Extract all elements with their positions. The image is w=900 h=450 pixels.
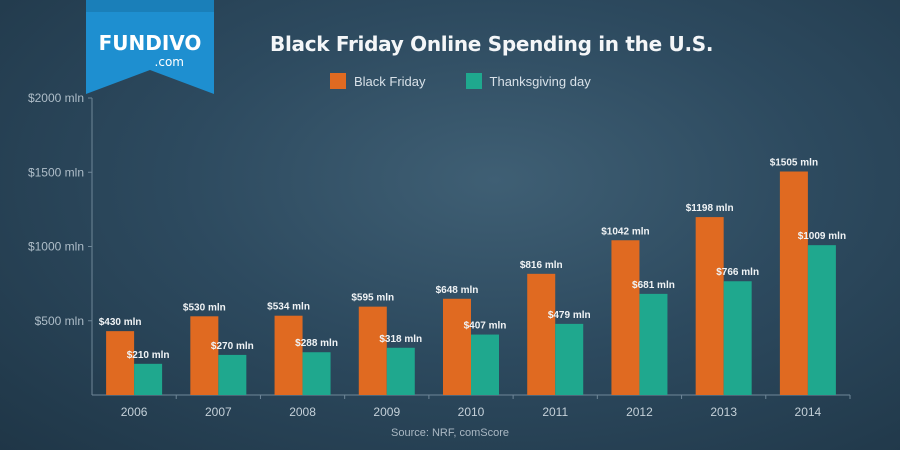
legend-label-black-friday: Black Friday [354, 73, 426, 89]
data-label-thanksgiving: $210 mln [127, 350, 170, 361]
bar-thanksgiving [555, 323, 584, 395]
x-tick-label: 2009 [373, 405, 400, 419]
bar-black-friday [695, 217, 724, 395]
x-tick-label: 2014 [795, 405, 822, 419]
bar-thanksgiving [471, 334, 499, 395]
data-label-black-friday: $1042 mln [601, 226, 649, 237]
data-label-thanksgiving: $766 mln [716, 267, 759, 278]
data-label-thanksgiving: $318 mln [379, 334, 422, 345]
x-tick-label: 2006 [121, 405, 148, 419]
data-label-black-friday: $1505 mln [770, 158, 818, 169]
source-note: Source: NRF, comScore [391, 427, 509, 439]
chart-title: Black Friday Online Spending in the U.S. [270, 32, 714, 56]
bar-black-friday [611, 240, 640, 395]
legend-swatch-black-friday [330, 73, 346, 89]
data-label-thanksgiving: $479 mln [548, 310, 591, 321]
legend-item-thanksgiving: Thanksgiving day [465, 73, 591, 89]
bar-black-friday [274, 315, 303, 395]
data-label-black-friday: $530 mln [183, 302, 226, 313]
bar-thanksgiving [302, 352, 331, 395]
bar-black-friday [106, 331, 135, 395]
y-tick-label: $1500 mln [28, 165, 84, 179]
bar-black-friday [190, 316, 219, 395]
bar-thanksgiving [134, 363, 163, 395]
bar-thanksgiving [218, 354, 247, 395]
data-label-black-friday: $1198 mln [686, 203, 734, 214]
logo-name: FUNDIVO [99, 31, 202, 55]
bar-black-friday [527, 273, 556, 395]
data-label-thanksgiving: $270 mln [211, 341, 254, 352]
data-label-thanksgiving: $407 mln [464, 321, 507, 332]
data-label-black-friday: $534 mln [267, 302, 310, 313]
bar-thanksgiving [386, 347, 415, 395]
data-label-black-friday: $430 mln [99, 317, 142, 328]
x-tick-label: 2012 [626, 405, 653, 419]
x-tick-label: 2011 [542, 405, 568, 419]
legend-swatch-thanksgiving [465, 73, 482, 89]
x-tick-label: 2007 [205, 405, 232, 419]
legend: Black Friday Thanksgiving day [330, 73, 591, 89]
bar-thanksgiving [723, 281, 752, 395]
bar-black-friday [779, 171, 808, 395]
bar-thanksgiving [639, 293, 668, 395]
y-tick-label: $1000 mln [28, 240, 84, 254]
legend-label-thanksgiving: Thanksgiving day [489, 73, 591, 89]
legend-item-black-friday: Black Friday [330, 73, 426, 89]
x-tick-label: 2010 [458, 405, 485, 419]
bar-thanksgiving [807, 245, 836, 395]
fundivo-logo-ribbon: FUNDIVO .com [86, 0, 214, 94]
data-label-black-friday: $648 mln [436, 285, 479, 296]
data-label-thanksgiving: $1009 mln [798, 231, 846, 242]
data-label-black-friday: $816 mln [520, 260, 563, 271]
bar-black-friday [443, 298, 471, 395]
y-tick-label: $500 mln [35, 314, 84, 328]
bar-black-friday [358, 306, 387, 395]
logo-suffix: .com [155, 55, 184, 69]
y-tick-label: $2000 mln [28, 91, 84, 105]
data-label-black-friday: $595 mln [351, 293, 394, 304]
data-label-thanksgiving: $288 mln [295, 338, 338, 349]
x-tick-label: 2013 [710, 405, 737, 419]
x-tick-label: 2008 [289, 405, 316, 419]
data-label-thanksgiving: $681 mln [632, 280, 675, 291]
